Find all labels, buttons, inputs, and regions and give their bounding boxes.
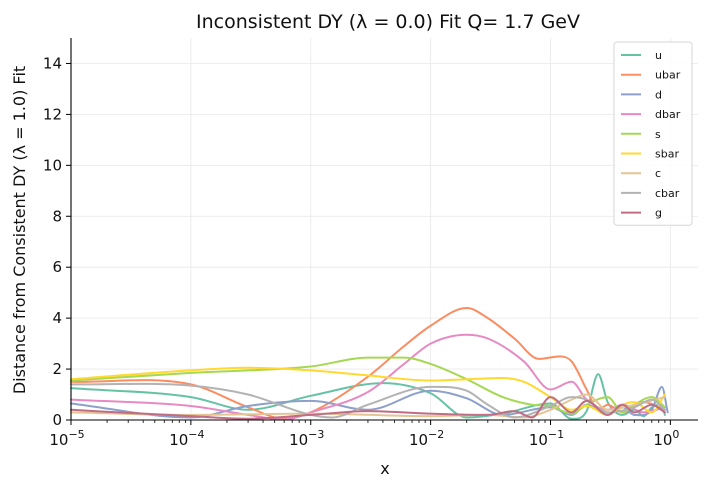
y-tick-label: 12 [43,105,62,123]
x-tick-label: 10−1 [529,428,564,449]
series-line-ubar [70,306,666,420]
x-ticks: 10−5 10−4 10−3 10−2 10−1 100 [49,420,679,449]
grid [70,38,698,421]
y-tick-label: 2 [52,360,62,378]
y-tick-label: 10 [43,156,62,174]
legend-label-g: g [655,207,662,220]
y-axis-label: Distance from Consistent DY (λ = 1.0) Fi… [10,66,29,394]
legend-label-dbar: dbar [655,108,681,121]
legend: u ubar d dbar s sbar c cbar g [613,41,693,226]
y-tick-label: 8 [52,207,62,225]
x-tick-label: 10−4 [169,428,204,449]
y-tick-label: 0 [52,411,62,429]
x-tick-label: 10−5 [49,428,84,449]
series-line-sbar [70,366,666,416]
y-ticks: 0 2 4 6 8 10 12 14 [43,54,71,429]
x-tick-label: 10−2 [409,428,444,449]
series-line-s [70,356,666,415]
legend-label-cbar: cbar [655,187,680,200]
legend-label-sbar: sbar [655,148,679,161]
axes [70,38,698,421]
x-axis-label: x [380,459,389,478]
y-tick-label: 14 [43,54,62,72]
legend-label-c: c [655,167,661,180]
y-tick-label: 4 [52,309,62,327]
series-line-u [70,373,666,420]
plot-lines [70,306,669,421]
legend-label-d: d [655,88,662,101]
legend-label-s: s [655,128,661,141]
series-line-g [70,396,666,420]
x-tick-label: 10−3 [289,428,324,449]
y-tick-label: 6 [52,258,62,276]
chart-title: Inconsistent DY (λ = 0.0) Fit Q= 1.7 GeV [196,11,580,33]
legend-label-u: u [655,49,662,62]
legend-box [613,41,693,226]
series-line-c [70,393,666,419]
x-tick-label: 100 [653,428,679,449]
legend-label-ubar: ubar [655,69,681,82]
